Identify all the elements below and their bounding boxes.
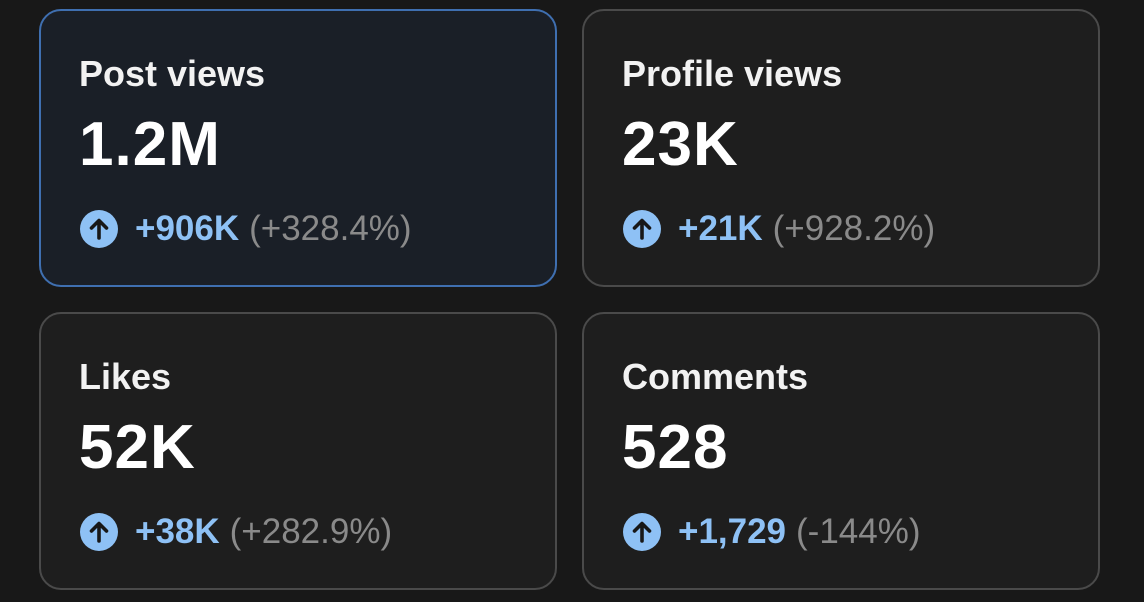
arrow-up-circle-icon: [623, 210, 661, 248]
post-views-card[interactable]: Post views 1.2M +906K (+328.4%): [39, 9, 557, 287]
delta-absolute: +21K: [678, 209, 763, 248]
arrow-up-circle-icon: [80, 513, 118, 551]
arrow-up-circle-icon: [80, 210, 118, 248]
card-value: 23K: [622, 110, 739, 179]
delta-absolute: +1,729: [678, 512, 787, 551]
card-value: 52K: [79, 413, 196, 482]
delta-percent: (+282.9%): [229, 512, 393, 551]
card-value: 1.2M: [79, 110, 221, 179]
card-label: Comments: [622, 356, 809, 397]
delta-percent: (+328.4%): [249, 209, 412, 248]
arrow-up-circle-icon: [623, 513, 661, 551]
delta-absolute: +906K: [135, 209, 240, 248]
card-delta: +1,729 (-144%): [622, 510, 921, 554]
card-delta: +906K (+328.4%): [79, 207, 412, 251]
delta-percent: (-144%): [796, 512, 921, 551]
comments-card[interactable]: Comments 528 +1,729 (-144%): [582, 312, 1100, 590]
card-label: Likes: [79, 356, 172, 397]
profile-views-card[interactable]: Profile views 23K +21K (+928.2%): [582, 9, 1100, 287]
card-value: 528: [622, 413, 729, 482]
card-delta: +38K (+282.9%): [79, 510, 392, 554]
card-delta: +21K (+928.2%): [622, 207, 935, 251]
delta-percent: (+928.2%): [772, 209, 936, 248]
delta-absolute: +38K: [135, 512, 220, 551]
likes-card[interactable]: Likes 52K +38K (+282.9%): [39, 312, 557, 590]
card-label: Profile views: [622, 53, 843, 94]
card-label: Post views: [79, 53, 266, 94]
